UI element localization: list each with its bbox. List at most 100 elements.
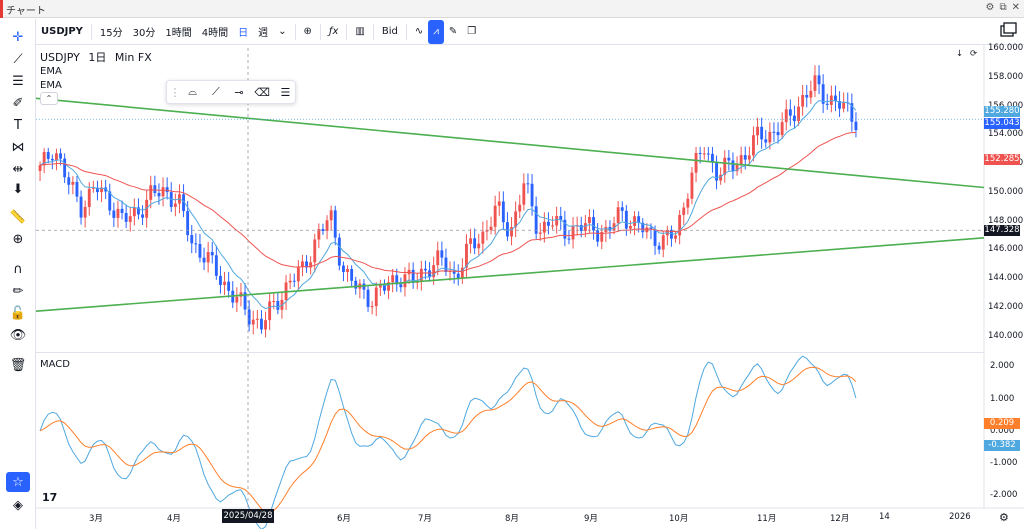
pen-tool-icon[interactable]: ✐ bbox=[12, 95, 24, 111]
favorites-star-icon[interactable]: ☆ bbox=[6, 472, 30, 492]
candle-body bbox=[776, 131, 780, 136]
candle-body bbox=[813, 75, 817, 91]
candle-body bbox=[719, 174, 723, 181]
candle-body bbox=[276, 301, 280, 310]
candle-body bbox=[444, 257, 448, 272]
indicators-icon[interactable]: ƒx bbox=[328, 26, 339, 37]
candle-body bbox=[780, 122, 784, 136]
chart-settings-gear-icon[interactable]: ⚙ bbox=[999, 511, 1009, 524]
candle-body bbox=[715, 162, 718, 181]
upper-trendline bbox=[35, 97, 985, 189]
candle-body bbox=[838, 101, 841, 109]
scale-reset-icon[interactable]: ⟳ bbox=[970, 49, 978, 59]
layout-icon[interactable]: ❐ bbox=[467, 26, 477, 37]
ema-fast-price-label: 155.280 bbox=[984, 105, 1020, 117]
candle-body bbox=[116, 208, 120, 218]
candle-body bbox=[374, 287, 378, 307]
chart-type-icon[interactable]: ▥ bbox=[355, 26, 365, 37]
interval-30m[interactable]: 30分 bbox=[132, 28, 156, 39]
price-tick-label: 146.000 bbox=[988, 244, 1024, 255]
candle-body bbox=[469, 238, 472, 244]
settings-icon[interactable]: ⚙ bbox=[985, 2, 995, 13]
candle-body bbox=[784, 109, 788, 123]
drag-handle-icon[interactable]: ⋮ bbox=[169, 85, 181, 99]
candle-body bbox=[87, 188, 91, 207]
candle-body bbox=[620, 207, 624, 211]
close-icon[interactable]: ✕ bbox=[1011, 2, 1020, 13]
top-toolbar: USDJPY 15分 30分 1時間 4時間 日 週 ⌄ ⊕ ƒx ▥ Bid … bbox=[36, 19, 1024, 45]
zoom-icon[interactable]: ⊕ bbox=[12, 231, 24, 247]
price-tick-label: 160.000 bbox=[988, 43, 1024, 53]
candle-body bbox=[337, 237, 341, 266]
line-tool-icon[interactable]: ⟋ bbox=[211, 85, 220, 98]
fullscreen-icon[interactable] bbox=[998, 21, 1018, 41]
interval-day[interactable]: 日 bbox=[238, 28, 249, 39]
interval-dropdown-icon[interactable]: ⌄ bbox=[278, 26, 287, 37]
time-tick-label: 10月 bbox=[669, 514, 689, 524]
candle-body bbox=[645, 227, 649, 233]
macd-tick-label: -1.000 bbox=[990, 458, 1018, 469]
toolbar-divider bbox=[405, 23, 407, 40]
ruler-icon[interactable]: 📏 bbox=[9, 209, 27, 225]
candle-body bbox=[46, 152, 50, 159]
object-tree-icon[interactable]: ◈ bbox=[13, 497, 23, 513]
fib-tool-icon[interactable]: ☰ bbox=[12, 73, 24, 89]
toolbar-divider bbox=[319, 23, 321, 40]
candle-body bbox=[395, 275, 399, 285]
legend-ema-slow[interactable]: EMA bbox=[40, 80, 62, 91]
legend-collapse-button[interactable]: ⌃ bbox=[40, 92, 58, 105]
candle-body bbox=[514, 211, 518, 228]
line-style-icon[interactable]: ☰ bbox=[280, 85, 291, 99]
candle-body bbox=[38, 165, 42, 171]
magnet-icon[interactable]: ∩ bbox=[13, 261, 23, 277]
candle-body bbox=[477, 243, 481, 249]
candle-body bbox=[96, 187, 99, 193]
horizontal-ray-icon[interactable]: ⊸ bbox=[234, 85, 244, 99]
text-tool-icon[interactable]: T bbox=[14, 117, 22, 133]
symbol-button[interactable]: USDJPY bbox=[41, 26, 83, 37]
candle-body bbox=[153, 185, 157, 193]
candle-body bbox=[764, 139, 768, 143]
price-source-button[interactable]: Bid bbox=[381, 26, 398, 37]
forecast-tool-icon[interactable]: ⇹ bbox=[12, 161, 24, 177]
scale-down-icon[interactable]: ↓ bbox=[956, 49, 964, 59]
candle-body bbox=[128, 216, 132, 222]
drawing-toolbar: ✛ ⟋ ☰ ✐ T ⋈ ⇹ ⬇ 📏 ⊕ ∩ ✏ 🔓 👁 🗑 ☆ ◈ bbox=[0, 19, 36, 529]
arrow-down-icon[interactable]: ⬇ bbox=[12, 181, 24, 197]
interval-1h[interactable]: 1時間 bbox=[165, 28, 192, 39]
pane-divider[interactable] bbox=[36, 352, 984, 353]
draw-brush-icon[interactable]: ✎ bbox=[448, 26, 458, 37]
candle-body bbox=[731, 160, 735, 172]
lock-drawing-icon[interactable]: ✏ bbox=[12, 283, 24, 299]
legend-macd[interactable]: MACD bbox=[40, 359, 70, 370]
price-tick-label: 154.000 bbox=[988, 129, 1024, 140]
interval-15m[interactable]: 15分 bbox=[99, 28, 123, 39]
lock-icon[interactable]: 🔓 bbox=[9, 305, 27, 321]
compare-icon[interactable]: ⩘ bbox=[428, 19, 444, 44]
candle-body bbox=[202, 257, 206, 263]
trendline-tool-icon[interactable]: ⟋ bbox=[13, 51, 23, 67]
crosshair-icon[interactable]: ✛ bbox=[12, 29, 24, 45]
candle-body bbox=[522, 183, 526, 205]
candle-body bbox=[243, 292, 247, 310]
candle-body bbox=[825, 103, 829, 105]
eye-icon[interactable]: 👁 bbox=[9, 327, 27, 343]
line-chart-icon[interactable]: ∿ bbox=[414, 26, 424, 37]
candle-body bbox=[481, 231, 485, 244]
popout-icon[interactable]: ⧉ bbox=[999, 2, 1007, 13]
time-tick-label: 14 bbox=[879, 512, 890, 522]
brush-tool-icon[interactable]: ⌓ bbox=[188, 85, 197, 98]
add-symbol-icon[interactable]: ⊕ bbox=[303, 26, 312, 37]
time-tick-label: 11月 bbox=[757, 514, 777, 524]
legend-symbol-name: USDJPY bbox=[40, 51, 80, 64]
eraser-icon[interactable]: ⌫ bbox=[254, 85, 270, 99]
lower-trendline bbox=[35, 237, 985, 312]
interval-4h[interactable]: 4時間 bbox=[201, 28, 229, 39]
candle-body bbox=[641, 222, 645, 233]
legend-ema-fast[interactable]: EMA bbox=[40, 66, 62, 77]
trash-icon[interactable]: 🗑 bbox=[9, 357, 27, 373]
interval-week[interactable]: 週 bbox=[258, 28, 269, 39]
candle-body bbox=[805, 94, 809, 98]
pattern-tool-icon[interactable]: ⋈ bbox=[11, 139, 25, 155]
